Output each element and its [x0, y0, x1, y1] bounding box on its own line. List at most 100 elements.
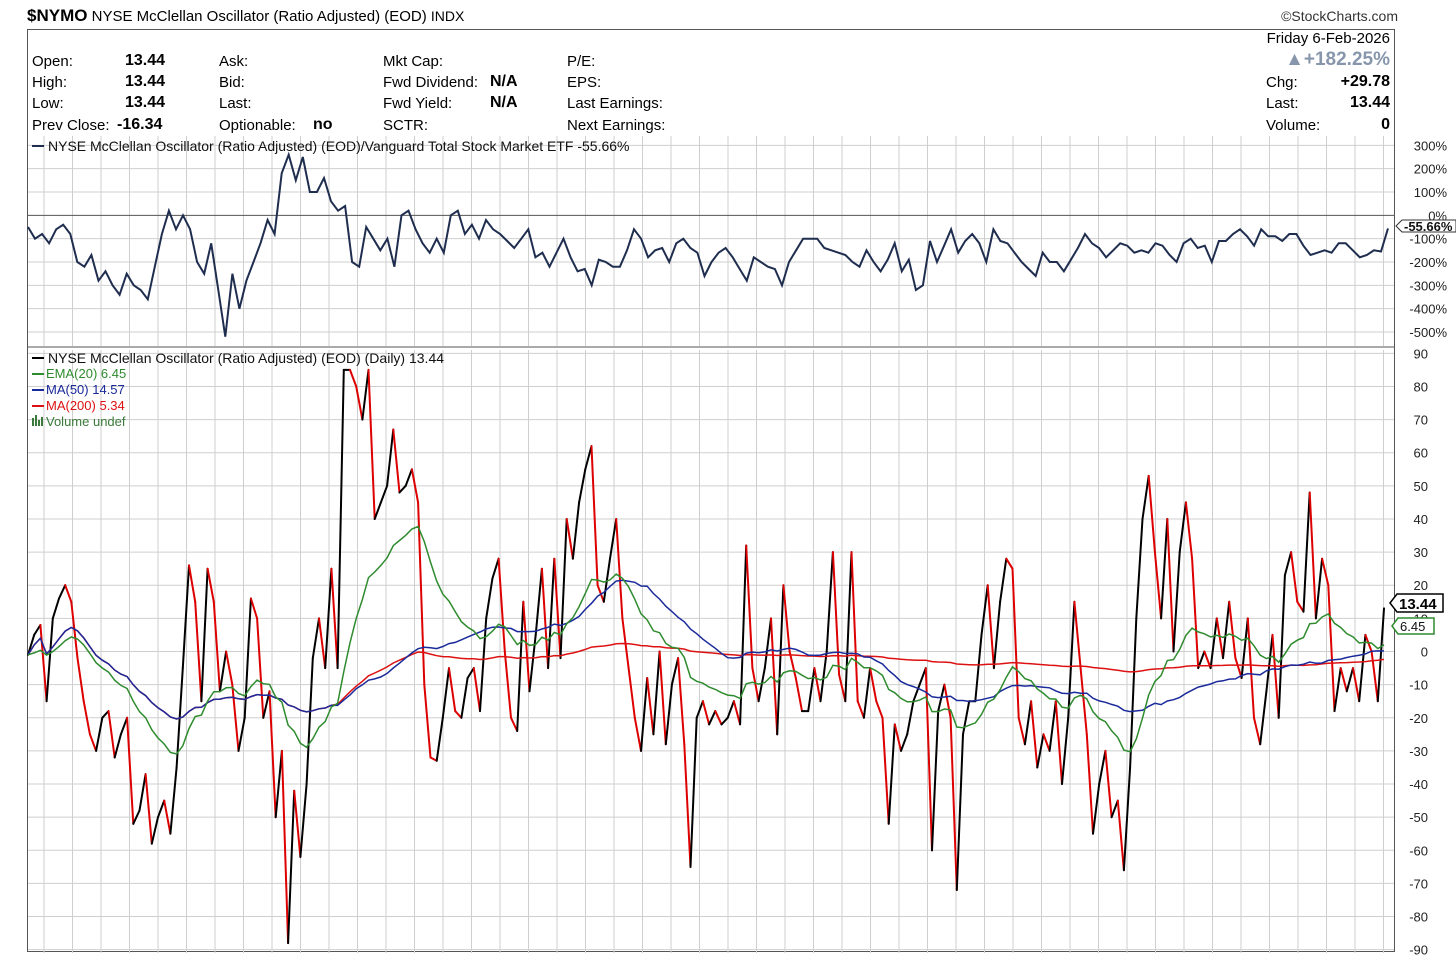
low-value: 13.44: [125, 94, 166, 111]
last-label-mid: Last:: [219, 95, 252, 112]
price-segment: [763, 617, 772, 670]
ema20-line: [27, 525, 1385, 755]
price-segment: [45, 617, 54, 703]
price-segment: [720, 716, 729, 726]
fwd-yield-label: Fwd Yield:: [383, 95, 453, 112]
price-segment: [732, 700, 742, 726]
price-segment: [479, 617, 488, 713]
price-segment: [194, 600, 203, 703]
price-segment: [1228, 600, 1237, 660]
price-segment: [355, 385, 364, 421]
price-segment: [627, 667, 636, 719]
price-segment: [1135, 518, 1144, 620]
price-segment: [1296, 600, 1305, 613]
price-segment: [1116, 799, 1125, 872]
price-segment: [794, 677, 803, 713]
price-ytick-label: 30: [1414, 545, 1428, 560]
price-segment: [27, 633, 36, 656]
price-segment: [807, 667, 816, 713]
price-segment: [658, 650, 667, 746]
price-segment: [1166, 518, 1175, 653]
price-ytick-label: 40: [1414, 512, 1428, 527]
ema-value-marker: 6.45: [1391, 617, 1435, 635]
low-label: Low:: [32, 95, 64, 112]
price-segment: [838, 673, 847, 703]
price-segment: [559, 518, 568, 660]
price-segment: [212, 600, 221, 693]
last-value-text: 13.44: [1399, 596, 1437, 613]
price-ytick-label: 90: [1414, 346, 1428, 361]
price-segment: [181, 564, 190, 670]
price-segment: [1005, 557, 1014, 570]
rs-ytick-label: 300%: [1414, 138, 1448, 153]
chg-label: Chg:: [1266, 74, 1298, 91]
price-segment: [410, 468, 420, 504]
price-segment: [324, 567, 333, 670]
price-ytick-label: 50: [1414, 479, 1428, 494]
price-segment: [1030, 700, 1039, 769]
last-label: Last:: [1266, 95, 1299, 112]
price-segment: [268, 690, 277, 819]
price-ytick-label: -30: [1409, 744, 1428, 759]
price-segment: [553, 557, 562, 660]
price-segment: [1023, 700, 1033, 746]
price-segment: [1160, 518, 1169, 620]
price-segment: [386, 428, 395, 487]
price-segment: [534, 567, 543, 636]
price-segment: [1011, 567, 1020, 719]
price-segment: [516, 600, 525, 732]
rs-legend-text: NYSE McClellan Oscillator (Ratio Adjuste…: [48, 138, 629, 154]
rs-last-value-text: -55.66%: [1404, 219, 1453, 234]
price-segment: [776, 584, 785, 736]
price-segment: [850, 551, 859, 703]
last-earnings-label: Last Earnings:: [567, 95, 663, 112]
open-label: Open:: [32, 53, 73, 70]
price-segment: [510, 716, 519, 732]
rs-ytick-label: -200%: [1409, 255, 1447, 270]
price-ytick-label: -80: [1409, 910, 1428, 925]
price-segment: [1147, 474, 1156, 554]
price-segment: [974, 633, 983, 703]
price-segment: [1240, 617, 1249, 679]
price-segment: [1036, 733, 1045, 769]
price-segment: [1352, 667, 1361, 703]
rs-ytick-label: 200%: [1414, 162, 1448, 177]
price-segment: [1209, 617, 1218, 670]
ma200-legend-text: MA(200) 5.34: [46, 398, 125, 413]
price-segment: [1327, 584, 1336, 713]
price-segment: [856, 700, 865, 719]
price-segment: [1122, 766, 1132, 872]
price-segment: [1110, 799, 1119, 819]
rs-grid: [28, 136, 1394, 346]
price-segment: [132, 809, 141, 825]
sctr-label: SCTR:: [383, 117, 428, 134]
price-segment: [472, 667, 481, 713]
price-segment: [949, 716, 958, 891]
price-segment: [1067, 600, 1076, 719]
ask-label: Ask:: [219, 53, 249, 70]
price-segment: [1073, 600, 1082, 670]
price-ytick-label: 70: [1414, 413, 1428, 428]
price-segment: [1314, 557, 1324, 620]
price-series: [27, 368, 1385, 945]
price-segment: [101, 710, 110, 719]
price-segment: [1283, 551, 1293, 577]
rs-legend: NYSE McClellan Oscillator (Ratio Adjuste…: [32, 138, 629, 154]
price-ytick-label: -40: [1409, 777, 1428, 792]
price-ytick-label: -50: [1409, 810, 1428, 825]
price-ytick-label: -60: [1409, 843, 1428, 858]
price-segment: [887, 723, 896, 825]
price-segment: [64, 584, 73, 603]
price-segment: [398, 484, 407, 494]
price-segment: [231, 683, 240, 752]
price-segment: [751, 667, 760, 703]
price-segment: [299, 783, 308, 858]
price-segment: [95, 716, 104, 752]
ema-value-text: 6.45: [1400, 619, 1425, 634]
rs-last-value-box: [1395, 219, 1456, 233]
symbol-name: NYSE McClellan Oscillator (Ratio Adjuste…: [91, 8, 427, 25]
chg-value: +29.78: [1340, 73, 1390, 90]
price-segment: [51, 597, 60, 620]
bid-label: Bid:: [219, 74, 245, 91]
